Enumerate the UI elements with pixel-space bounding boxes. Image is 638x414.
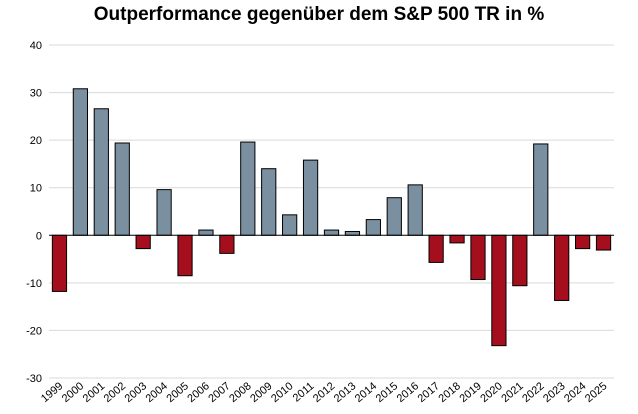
bar-2025 [595,234,612,251]
grid-layer [49,44,614,379]
bar-2016 [407,184,423,236]
x-tick-label: 2015 [374,380,400,405]
bar-2019 [470,234,486,281]
bar-2008 [240,141,256,236]
bar-2009 [261,168,277,236]
y-tick-label: -10 [26,278,42,290]
x-tick-label: 2009 [248,380,274,405]
bar-2003 [135,234,151,250]
x-tick-label: 2025 [583,380,609,405]
x-tick-label: 2007 [206,380,232,405]
x-tick-label: 2016 [395,380,421,405]
bar-2005 [177,234,193,277]
x-tick-label: 2000 [60,380,86,405]
bar-2021 [512,234,528,287]
bar-2011 [302,159,319,236]
y-axis-ticks: 40 30 20 10 0 -10 -20 -30 [26,40,42,385]
x-tick-label: 2001 [81,380,107,405]
y-tick-label: -30 [26,373,42,385]
chart-title: Outperformance gegenüber dem S&P 500 TR … [93,4,545,25]
bar-2013 [344,230,361,236]
x-tick-label: 2008 [227,380,253,405]
bar-2000 [72,88,88,236]
bar-2004 [156,189,172,236]
x-tick-label: 2021 [499,380,525,405]
x-tick-label: 1999 [39,380,65,405]
bar-2002 [114,142,130,236]
bar-2015 [386,197,402,236]
x-tick-label: 2012 [311,380,337,405]
y-tick-label: -20 [26,325,42,337]
bar-2006 [198,229,214,236]
y-tick-label: 20 [30,135,42,147]
x-tick-label: 2014 [353,380,379,405]
x-tick-label: 2011 [291,380,317,404]
x-tick-label: 2018 [437,380,463,405]
bar-2017 [428,234,444,263]
bar-2001 [93,108,109,236]
x-axis-ticks: 1999200020012002200320042005200620072008… [39,380,610,405]
y-tick-label: 40 [30,40,42,52]
x-tick-label: 2023 [541,380,567,405]
bar-1999 [51,234,68,292]
bar-2024 [575,234,591,250]
bar-2023 [554,234,570,301]
bar-2020 [491,234,507,347]
x-tick-label: 2019 [457,380,483,405]
x-tick-label: 2010 [269,380,295,405]
bar-2014 [365,219,381,236]
bars [51,88,612,347]
y-tick-label: 10 [30,183,42,195]
x-tick-label: 2003 [123,380,149,405]
x-tick-label: 2006 [185,380,211,405]
y-tick-label: 0 [36,230,42,242]
x-tick-label: 2004 [144,380,170,405]
x-tick-label: 2005 [164,380,190,405]
bar-2018 [449,234,465,244]
x-tick-label: 2020 [478,380,504,405]
bar-2010 [282,214,298,236]
x-tick-label: 2022 [520,380,546,405]
bar-2007 [219,234,235,254]
bar-2022 [533,143,549,236]
x-tick-label: 2002 [102,380,128,405]
x-tick-label: 2017 [416,380,442,405]
x-tick-label: 2013 [332,380,358,405]
x-tick-label: 2024 [562,380,588,405]
bar-2012 [323,229,340,236]
y-tick-label: 30 [30,88,42,100]
